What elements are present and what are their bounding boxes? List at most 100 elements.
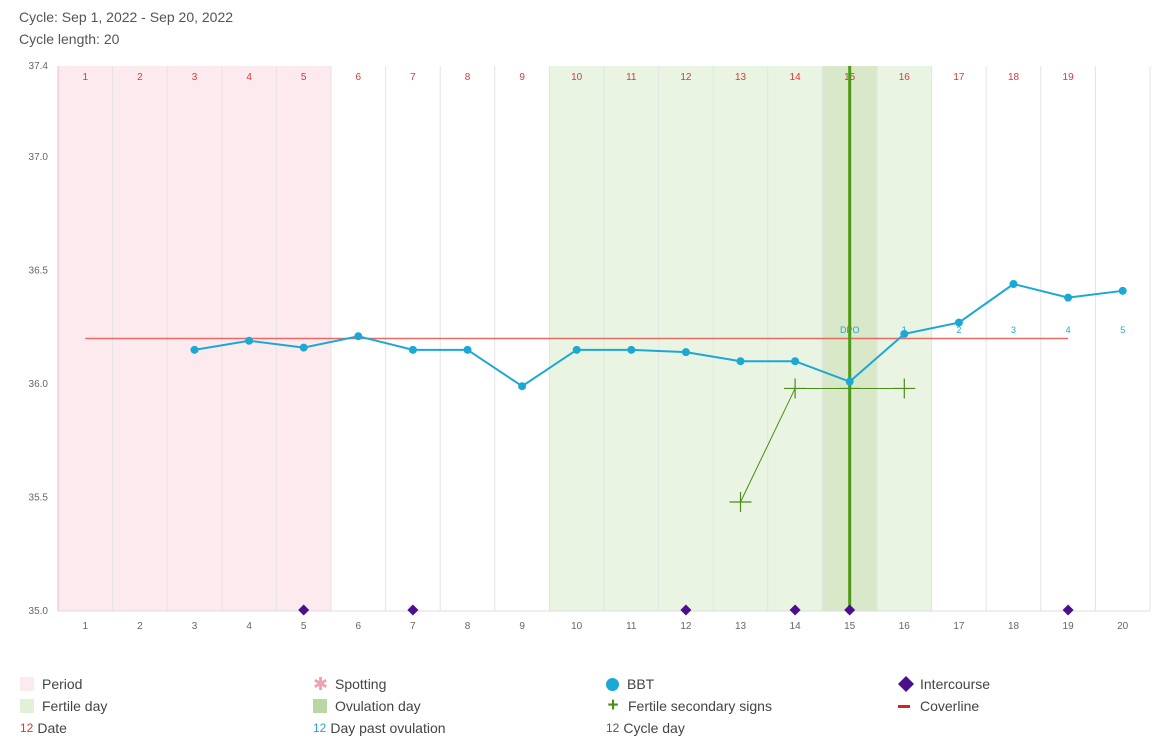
y-tick-label: 37.4 bbox=[29, 61, 49, 72]
date-label: 7 bbox=[410, 72, 416, 83]
cycle-day-label: 9 bbox=[519, 621, 525, 632]
date-label: 8 bbox=[465, 72, 471, 83]
bbt-point bbox=[190, 345, 199, 354]
intercourse-marker bbox=[407, 604, 419, 616]
cycle-day-label: 4 bbox=[246, 621, 252, 632]
cycle-day-label: 12 bbox=[680, 621, 692, 632]
date-label: 13 bbox=[735, 72, 747, 83]
date-label: 16 bbox=[899, 72, 911, 83]
legend-spotting: ✱ Spotting bbox=[313, 674, 386, 694]
date-label: 9 bbox=[519, 72, 525, 83]
intercourse-marker bbox=[298, 604, 310, 616]
legend: Period Fertile day 12 Date ✱ Spotting Ov… bbox=[0, 672, 1161, 742]
diamond-icon bbox=[898, 676, 914, 692]
date-label: 17 bbox=[953, 72, 965, 83]
cycle-day-label: 6 bbox=[356, 621, 362, 632]
bbt-point bbox=[736, 357, 745, 366]
date-label: 14 bbox=[790, 72, 802, 83]
dpo-sample-number: 12 bbox=[313, 721, 327, 735]
date-label: 10 bbox=[571, 72, 583, 83]
bbt-line bbox=[194, 282, 1123, 388]
bbt-point bbox=[681, 348, 690, 357]
cycle-day-label: 7 bbox=[410, 621, 416, 632]
asterisk-icon: ✱ bbox=[313, 673, 329, 694]
legend-spotting-label: Spotting bbox=[335, 676, 387, 692]
dpo-label: 2 bbox=[956, 325, 961, 335]
cycle-day-label: 8 bbox=[465, 621, 471, 632]
bbt-point bbox=[354, 332, 363, 341]
legend-period-label: Period bbox=[42, 676, 83, 692]
date-label: 19 bbox=[1063, 72, 1075, 83]
cycle-day-label: 20 bbox=[1117, 621, 1129, 632]
bbt-point bbox=[299, 343, 308, 352]
cycle-day-label: 2 bbox=[137, 621, 143, 632]
bbt-chart: 35.035.536.036.537.037.41 2 3 4 5 6 7 8 9 10 11 12 1… bbox=[29, 61, 1151, 632]
cycle-day-label: 17 bbox=[953, 621, 965, 632]
legend-cycle-day-label: Cycle day bbox=[623, 720, 685, 736]
cycle-day-label: 3 bbox=[192, 621, 198, 632]
date-label: 2 bbox=[137, 72, 143, 83]
bbt-point bbox=[954, 318, 963, 327]
legend-date-label: Date bbox=[37, 720, 67, 736]
bbt-point bbox=[845, 377, 854, 386]
y-tick-label: 35.5 bbox=[29, 492, 49, 503]
dot-icon bbox=[606, 677, 619, 691]
bbt-point bbox=[627, 345, 636, 354]
legend-period: Period bbox=[20, 674, 82, 694]
y-tick-label: 36.5 bbox=[29, 265, 49, 276]
cycle-day-label: 11 bbox=[626, 621, 637, 632]
legend-ovulation-day: Ovulation day bbox=[313, 696, 421, 716]
cycle-day-label: 18 bbox=[1008, 621, 1020, 632]
dpo-label: 4 bbox=[1066, 325, 1071, 335]
dpo-label: 3 bbox=[1011, 325, 1016, 335]
cycle-day-label: 10 bbox=[571, 621, 583, 632]
cycle-day-label: 19 bbox=[1063, 621, 1075, 632]
cycle-day-label: 1 bbox=[83, 621, 89, 632]
date-label: 3 bbox=[192, 72, 198, 83]
legend-intercourse-label: Intercourse bbox=[920, 676, 991, 692]
legend-fertile-day-label: Fertile day bbox=[42, 698, 108, 714]
legend-intercourse: Intercourse bbox=[898, 674, 990, 694]
intercourse-marker bbox=[680, 604, 692, 616]
bbt-point bbox=[1009, 280, 1018, 288]
bbt-point bbox=[463, 345, 472, 354]
plus-icon: + bbox=[607, 695, 619, 716]
bbt-point bbox=[1118, 286, 1127, 295]
date-label: 12 bbox=[680, 72, 692, 83]
fertile-signs-line bbox=[740, 387, 905, 503]
legend-dpo-label: Day past ovulation bbox=[330, 720, 446, 736]
cycle-day-label: 15 bbox=[844, 621, 856, 632]
legend-date: 12 Date bbox=[20, 718, 67, 738]
bbt-point bbox=[1064, 293, 1073, 302]
legend-fertile-signs: + Fertile secondary signs bbox=[606, 695, 772, 716]
cycle-day-sample-number: 12 bbox=[606, 721, 620, 735]
y-tick-label: 35.0 bbox=[29, 606, 49, 617]
intercourse-marker bbox=[1062, 604, 1074, 616]
legend-fertile-signs-label: Fertile secondary signs bbox=[628, 698, 772, 714]
legend-coverline-label: Coverline bbox=[920, 698, 980, 714]
cycle-day-label: 5 bbox=[301, 621, 307, 632]
date-label: 18 bbox=[1008, 72, 1020, 83]
period-swatch bbox=[20, 677, 34, 691]
date-label: 5 bbox=[301, 72, 307, 83]
cycle-length: Cycle length: 20 bbox=[19, 31, 120, 47]
y-tick-label: 36.0 bbox=[29, 379, 49, 390]
legend-dpo: 12 Day past ovulation bbox=[313, 718, 446, 738]
legend-coverline: Coverline bbox=[898, 696, 979, 716]
date-sample-number: 12 bbox=[20, 721, 34, 735]
date-label: 1 bbox=[83, 72, 89, 83]
legend-bbt-label: BBT bbox=[627, 676, 655, 692]
date-label: 6 bbox=[356, 72, 362, 83]
y-tick-label: 37.0 bbox=[29, 152, 49, 163]
date-label: 4 bbox=[246, 72, 252, 83]
legend-ovulation-day-label: Ovulation day bbox=[335, 698, 421, 714]
legend-bbt: BBT bbox=[606, 674, 654, 694]
cycle-day-label: 13 bbox=[735, 621, 747, 632]
dpo-label: 5 bbox=[1120, 325, 1125, 335]
cycle-range: Cycle: Sep 1, 2022 - Sep 20, 2022 bbox=[19, 9, 234, 25]
bbt-point bbox=[572, 345, 581, 354]
intercourse-marker bbox=[844, 604, 856, 616]
legend-cycle-day: 12 Cycle day bbox=[606, 718, 685, 738]
date-label: 11 bbox=[626, 72, 637, 83]
cycle-day-label: 16 bbox=[899, 621, 911, 632]
